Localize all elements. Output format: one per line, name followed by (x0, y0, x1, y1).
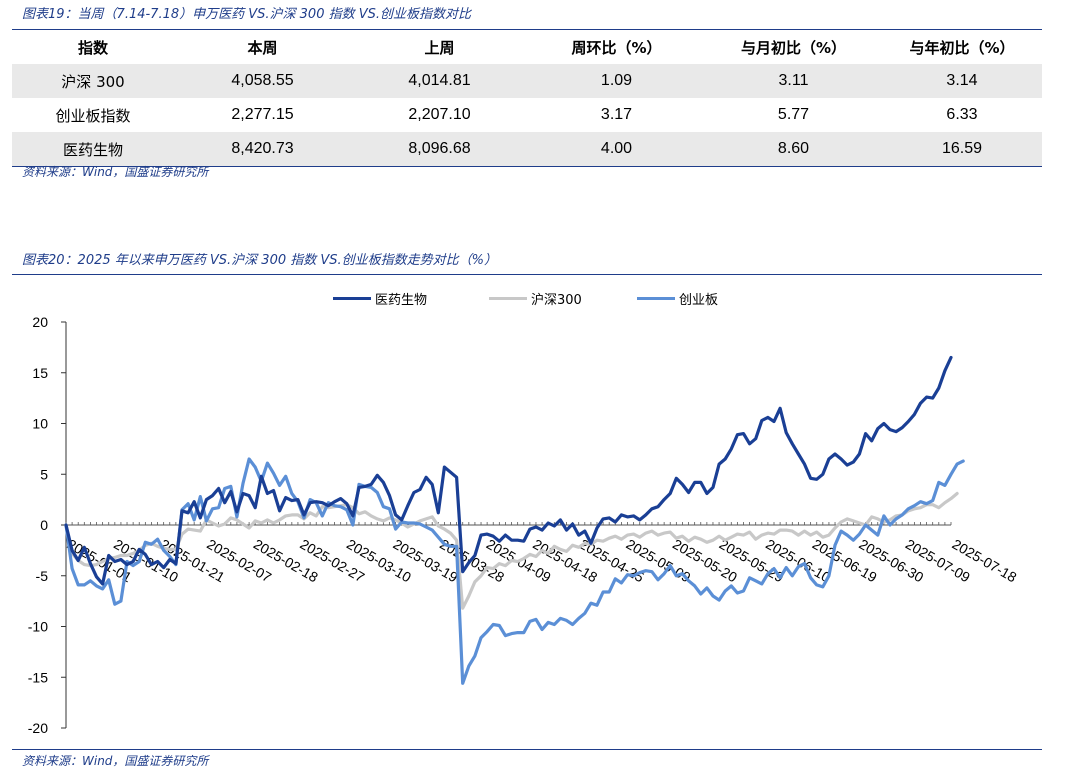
row-name: 沪深 300 (12, 64, 174, 98)
y-tick-label: -5 (36, 568, 49, 584)
legend-label-csi300: 沪深300 (531, 293, 582, 308)
series-line-pharma (64, 355, 953, 586)
series-line-chinext (64, 457, 965, 685)
legend-swatch-pharma (333, 297, 371, 300)
cell-vs-year-start: 3.14 (882, 64, 1042, 98)
cell-vs-month-start: 3.11 (705, 64, 882, 98)
cell-vs-month-start: 8.60 (705, 132, 882, 167)
y-tick-label: 20 (32, 314, 48, 330)
legend-label-chinext: 创业板 (679, 293, 719, 308)
y-tick-label: 10 (32, 416, 48, 432)
y-tick-label: 15 (32, 365, 48, 381)
row-name: 创业板指数 (55, 106, 131, 125)
fig20-top-rule (12, 274, 1042, 275)
y-tick-label: 5 (40, 466, 48, 482)
cell-this-week: 4,058.55 (174, 64, 351, 98)
cell-vs-year-start: 6.33 (946, 106, 978, 123)
cell-week-change: 4.00 (528, 132, 705, 167)
cell-this-week: 2,277.15 (231, 106, 294, 123)
cell-vs-month-start: 5.77 (777, 106, 810, 123)
cell-vs-year-start: 16.59 (882, 132, 1042, 167)
header-this-week: 本周 (174, 29, 351, 64)
fig20-source: 资料来源：Wind，国盛证券研究所 (22, 754, 209, 768)
table-row: 沪深 300 4,058.55 4,014.81 1.09 3.11 3.14 (12, 64, 1042, 98)
fig20-caption: 图表20：2025 年以来申万医药 VS.沪深 300 指数 VS.创业板指数走… (22, 253, 498, 268)
table-row: 医药生物 8,420.73 8,096.68 4.00 8.60 16.59 (12, 132, 1042, 167)
legend-label-pharma: 医药生物 (375, 293, 428, 308)
cell-week-change: 1.09 (528, 64, 705, 98)
y-tick-label: 0 (40, 517, 48, 533)
cell-last-week: 8,096.68 (351, 132, 528, 167)
y-tick-label: -15 (28, 669, 48, 685)
fig20-bottom-rule (12, 749, 1042, 750)
row-name: 医药生物 (12, 132, 174, 167)
y-tick-label: -10 (28, 619, 48, 635)
header-week-change: 周环比（%） (528, 29, 705, 64)
header-last-week: 上周 (351, 29, 528, 64)
fig19-source: 资料来源：Wind，国盛证券研究所 (22, 165, 209, 179)
cell-this-week: 8,420.73 (174, 132, 351, 167)
cell-last-week: 4,014.81 (351, 64, 528, 98)
legend-swatch-chinext (637, 297, 675, 300)
header-index: 指数 (12, 29, 174, 64)
series-line-csi300 (64, 491, 959, 610)
table-header-row: 指数 本周 上周 周环比（%） 与月初比（%） 与年初比（%） (12, 29, 1042, 64)
header-vs-month-start: 与月初比（%） (705, 29, 882, 64)
fig19-caption: 图表19：当周（7.14-7.18）申万医药 VS.沪深 300 指数 VS.创… (22, 7, 472, 22)
header-vs-year-start: 与年初比（%） (882, 29, 1042, 64)
index-comparison-table: 指数 本周 上周 周环比（%） 与月初比（%） 与年初比（%） 沪深 300 4… (12, 29, 1042, 167)
cell-last-week: 2,207.10 (408, 106, 471, 123)
legend-swatch-csi300 (489, 297, 527, 300)
table-row: 创业板指数 2,277.15 2,207.10 3.17 5.77 6.33 (12, 98, 1042, 132)
y-tick-label: -20 (28, 720, 48, 736)
cell-week-change: 3.17 (600, 106, 633, 123)
